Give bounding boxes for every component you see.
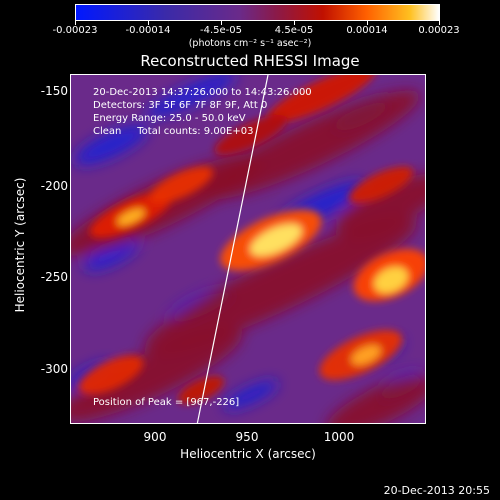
image-plot: 20-Dec-2013 14:37:26.000 to 14:43:26.000… xyxy=(70,74,426,424)
x-tick-label: 900 xyxy=(143,430,167,444)
source-blob xyxy=(148,166,214,204)
colorbar xyxy=(75,4,440,21)
warm-band xyxy=(335,173,425,237)
source-blob xyxy=(266,75,376,124)
colorbar-units: (photons cm⁻² s⁻¹ asec⁻²) xyxy=(188,38,312,49)
y-tick-label: -250 xyxy=(40,270,68,284)
timestamp: 20-Dec-2013 20:55 xyxy=(383,484,490,497)
colorbar-tick-label: -4.5e-05 xyxy=(200,25,242,36)
colorbar-tick xyxy=(148,21,149,25)
warm-band xyxy=(326,374,425,423)
colorbar-tick-label: -0.00014 xyxy=(125,25,171,36)
y-tick-label: -200 xyxy=(40,179,68,193)
y-tick-label: -150 xyxy=(40,84,68,98)
info-detectors: Detectors: 3F 5F 6F 7F 8F 9F, Att 0 xyxy=(93,100,268,111)
source-blob xyxy=(177,376,225,404)
source-core xyxy=(250,223,302,257)
plot-title: Reconstructed RHESSI Image xyxy=(140,52,360,70)
info-time-range: 20-Dec-2013 14:37:26.000 to 14:43:26.000 xyxy=(93,87,312,98)
x-tick-label: 950 xyxy=(235,430,259,444)
source-core xyxy=(117,208,145,226)
x-tick-label: 1000 xyxy=(323,430,355,444)
colorbar-tick xyxy=(221,21,222,25)
image-heatmap xyxy=(71,75,425,423)
colorbar-tick xyxy=(439,21,440,25)
cool-patch xyxy=(145,75,237,118)
source-core xyxy=(351,345,381,365)
colorbar-tick-label: 0.00014 xyxy=(346,25,388,36)
info-energy-range: Energy Range: 25.0 - 50.0 keV xyxy=(93,113,246,124)
info-peak-position: Position of Peak = [967,-226] xyxy=(93,397,240,408)
colorbar-tick-label: 0.00023 xyxy=(418,25,460,36)
warm-band xyxy=(71,328,243,422)
colorbar-tick-label: -0.00023 xyxy=(52,25,98,36)
colorbar-tick xyxy=(75,21,76,25)
y-tick-label: -300 xyxy=(40,362,68,376)
source-core xyxy=(373,266,409,294)
source-blob xyxy=(78,355,144,395)
colorbar-tick xyxy=(294,21,295,25)
colorbar-tick-label: 4.5e-05 xyxy=(274,25,314,36)
info-clean-counts: Clean Total counts: 9.00E+03 xyxy=(93,126,254,137)
warm-band xyxy=(201,90,421,200)
source-blob xyxy=(348,166,414,204)
cool-patch xyxy=(83,239,139,271)
source-blob xyxy=(214,114,288,156)
cool-patch xyxy=(223,380,279,410)
y-axis-label: Heliocentric Y (arcsec) xyxy=(13,177,27,313)
x-axis-label: Heliocentric X (arcsec) xyxy=(180,447,316,461)
cool-patch xyxy=(74,124,148,166)
colorbar-tick xyxy=(367,21,368,25)
warm-band xyxy=(144,217,418,353)
limb-line xyxy=(196,75,269,423)
